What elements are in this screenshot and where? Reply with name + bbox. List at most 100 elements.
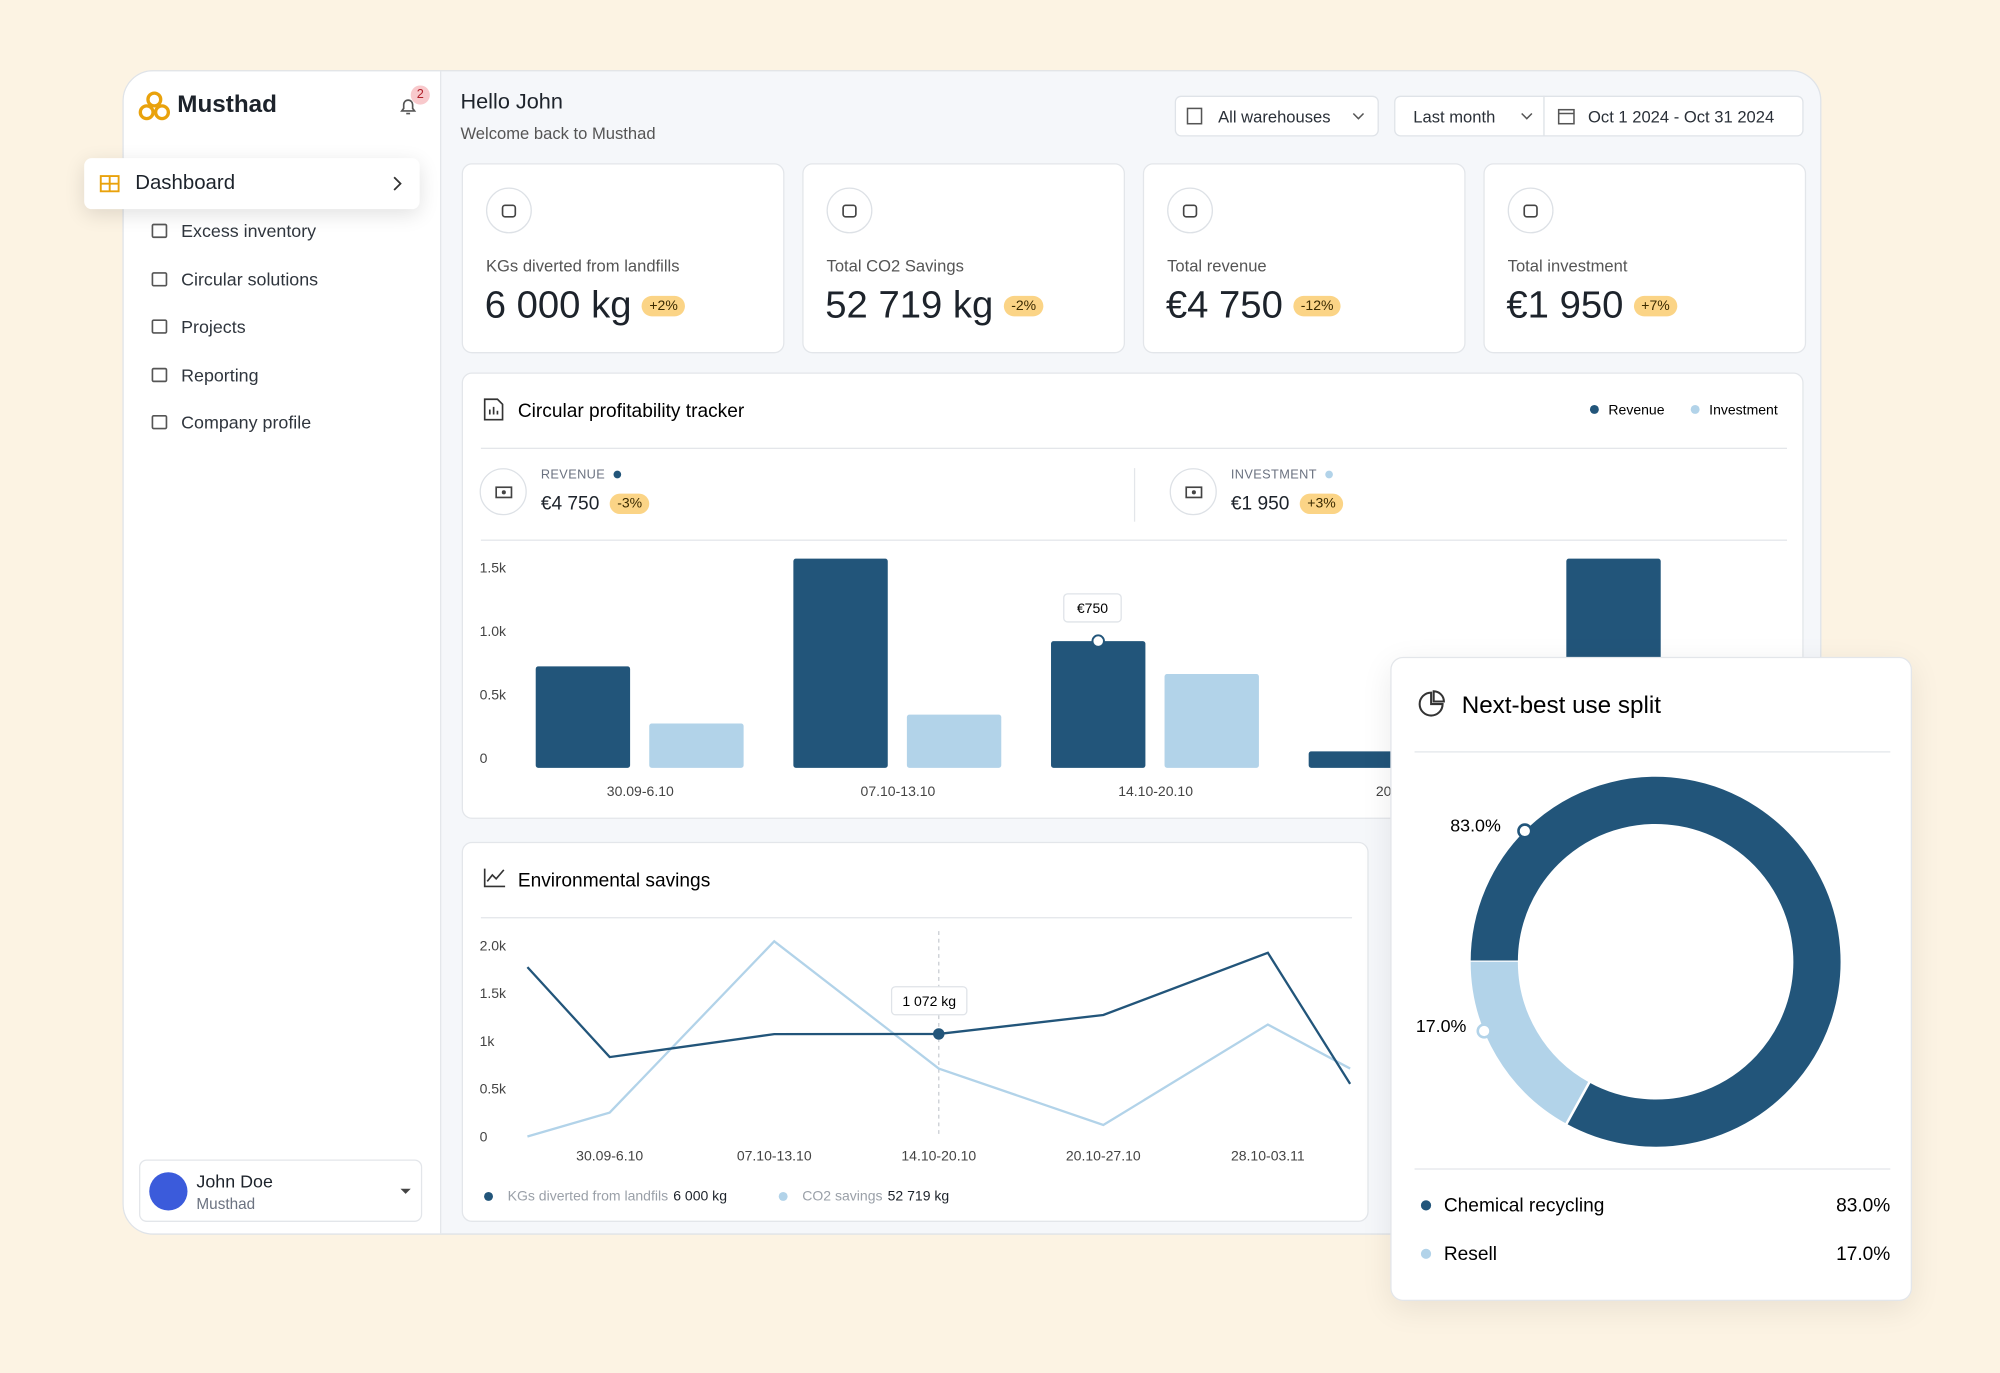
y-tick-label: 1k xyxy=(480,1033,496,1049)
env-card xyxy=(461,841,1369,1222)
legend-total: 52 719 kg xyxy=(888,1187,950,1203)
kpi-card: Total investment €1 950 +7% xyxy=(1483,163,1807,354)
summary-dot xyxy=(614,470,622,479)
bell-icon[interactable] xyxy=(398,96,418,116)
chart-title: Next-best use split xyxy=(1462,692,1661,719)
summary-value-row: €1 950 +3% xyxy=(1231,492,1344,515)
bar xyxy=(1164,674,1259,768)
y-tick-label: 0.5k xyxy=(480,1081,507,1097)
legend-total: 6 000 kg xyxy=(673,1187,727,1203)
x-tick-label: 28.10-03.11 xyxy=(1231,1148,1305,1164)
chart-title: Circular profitability tracker xyxy=(518,401,745,422)
segment-gap xyxy=(1564,1080,1591,1126)
icon xyxy=(501,204,517,218)
nav-item-active[interactable]: Dashboard xyxy=(84,158,420,210)
kpi-value: €4 750 xyxy=(1165,284,1283,327)
kpi-change: +7% xyxy=(1633,295,1678,317)
nav-item[interactable]: Reporting xyxy=(151,362,259,388)
greeting: Hello John xyxy=(460,89,563,114)
nav-icon xyxy=(151,319,168,334)
legend-marker xyxy=(1690,404,1700,414)
nav-item[interactable]: Circular solutions xyxy=(151,267,318,293)
kpi-change: -2% xyxy=(1003,295,1044,317)
sidebar xyxy=(123,71,442,1234)
donut-segment xyxy=(1470,961,1590,1124)
filter-text: Last month xyxy=(1413,106,1496,126)
date-range[interactable]: Oct 1 2024 - Oct 31 2024 xyxy=(1543,95,1804,137)
y-tick-label: 1.5k xyxy=(480,560,507,576)
icon xyxy=(494,485,512,498)
kpi-card: Total CO2 Savings 52 719 kg -2% xyxy=(802,163,1125,354)
user-name: John Doe xyxy=(196,1170,273,1192)
kpi-value-row: 6 000 kg +2% xyxy=(485,284,686,327)
nav-item[interactable]: Projects xyxy=(151,314,246,340)
icon xyxy=(1184,485,1202,498)
user-card[interactable]: John Doe Musthad xyxy=(139,1159,423,1222)
pie-icon xyxy=(1418,690,1445,717)
summary-icon xyxy=(479,468,527,516)
chevron xyxy=(393,176,402,191)
summary-change: -3% xyxy=(609,493,650,514)
summary-change: +3% xyxy=(1299,493,1344,514)
nav-icon xyxy=(151,272,168,287)
x-tick-label: 20.10-27.10 xyxy=(1066,1148,1141,1164)
report-icon xyxy=(483,398,504,421)
kpi-card: Total revenue €4 750 -12% xyxy=(1142,163,1466,354)
pie-chart: Next-best use split 83.0% Chemical recycli… xyxy=(1416,692,1890,1265)
kpi-icon xyxy=(485,187,532,234)
nav-label: Company profile xyxy=(181,411,312,433)
kpi-label: Total investment xyxy=(1507,256,1628,276)
kpi-value: €1 950 xyxy=(1506,284,1624,327)
summary-icon xyxy=(1169,468,1217,516)
notification-badge: 2 xyxy=(410,85,430,105)
x-tick-label: 14.10-20.10 xyxy=(1118,783,1193,799)
value-label: 83.0% xyxy=(1450,816,1501,836)
filter-icons xyxy=(1186,107,1575,125)
kpi-change: +2% xyxy=(641,295,686,317)
logo-icon xyxy=(138,91,171,121)
divider xyxy=(1133,468,1136,522)
legend-label: Resell xyxy=(1444,1244,1497,1265)
chart-icon xyxy=(483,868,506,888)
bar xyxy=(649,723,744,768)
kpi-icon xyxy=(1507,187,1554,234)
y-tick-label: 2.0k xyxy=(480,937,507,953)
bar xyxy=(1308,751,1404,768)
summary-value: €1 950 xyxy=(1230,492,1290,515)
nav-label: Reporting xyxy=(181,364,259,386)
pie-card: Next-best use split 83.0% Chemical recycli… xyxy=(1390,656,1912,1302)
nav-item[interactable]: Excess inventory xyxy=(151,218,316,244)
summary-label: INVESTMENT xyxy=(1231,468,1334,482)
y-tick-label: 0 xyxy=(480,1129,488,1145)
chart-title: Environmental savings xyxy=(518,870,710,891)
period-filter[interactable]: Last month xyxy=(1394,95,1545,137)
x-tick-label: 30.09-6.10 xyxy=(607,783,674,799)
kpi-value: 6 000 kg xyxy=(484,284,632,327)
kpi-value-row: €1 950 +7% xyxy=(1506,284,1678,327)
filter-text: All warehouses xyxy=(1218,106,1331,126)
legend-label: Chemical recycling xyxy=(1444,1196,1605,1217)
tooltip-text: €750 xyxy=(1077,600,1108,616)
icon xyxy=(1523,204,1538,218)
divider xyxy=(480,447,1787,449)
legend-marker xyxy=(778,1191,788,1201)
nav-label: Projects xyxy=(181,316,246,337)
value-marker xyxy=(1517,823,1533,839)
date-text: Oct 1 2024 - Oct 31 2024 xyxy=(1588,106,1775,126)
nav-icon xyxy=(151,414,168,430)
legend-marker xyxy=(1420,1200,1432,1211)
x-tick-label: 30.09-6.10 xyxy=(576,1148,643,1164)
nav-item[interactable]: Company profile xyxy=(151,409,312,435)
legend-label: Revenue xyxy=(1608,402,1664,418)
warehouse-filter[interactable]: All warehouses xyxy=(1174,95,1379,137)
nav-icon xyxy=(151,367,168,383)
tooltip-box xyxy=(890,986,968,1016)
tooltip-box xyxy=(1063,593,1122,623)
bar xyxy=(535,666,631,768)
caret xyxy=(400,1188,411,1194)
value-label: 17.0% xyxy=(1416,1016,1467,1036)
summary-value-row: €4 750 -3% xyxy=(541,492,650,515)
icon xyxy=(842,204,857,218)
